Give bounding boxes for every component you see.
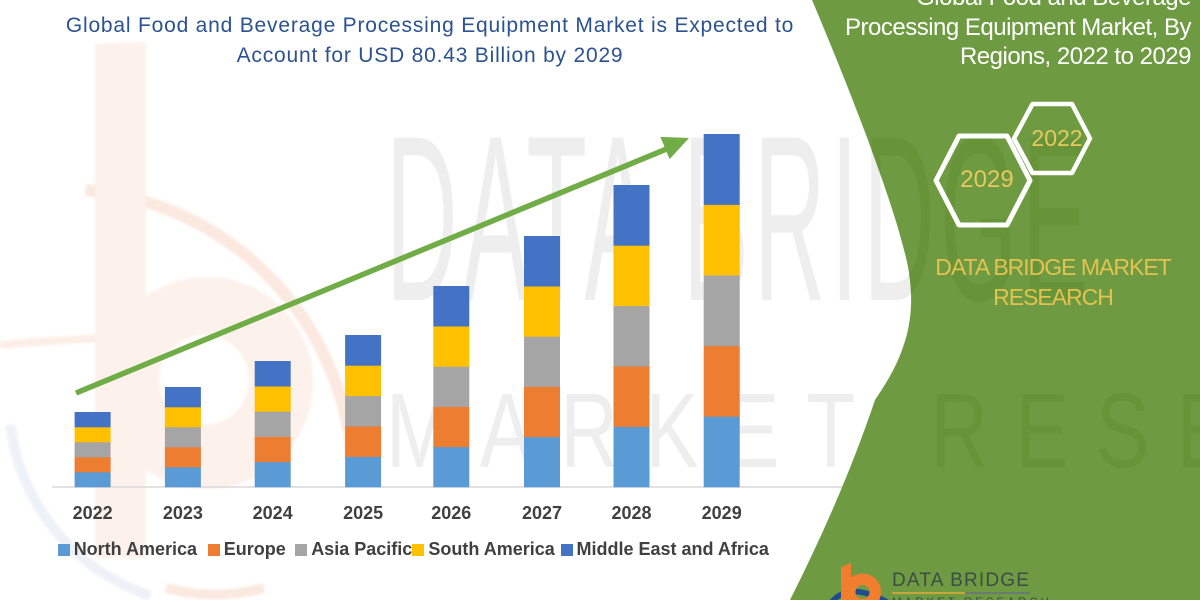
svg-text:MARKET RESEARCH: MARKET RESEARCH [386,371,1200,490]
